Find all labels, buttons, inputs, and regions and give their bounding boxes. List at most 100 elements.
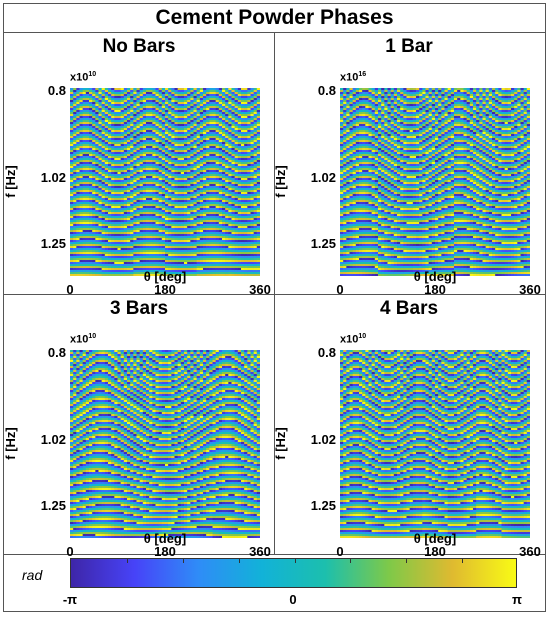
heatmap-cell bbox=[203, 150, 207, 153]
heatmap-cell bbox=[108, 154, 112, 157]
heatmap-cell bbox=[218, 148, 223, 151]
heatmap-cell bbox=[70, 160, 74, 163]
heatmap-cell bbox=[76, 170, 80, 173]
heatmap-cell bbox=[218, 180, 223, 183]
heatmap-cell bbox=[218, 110, 223, 113]
heatmap-cell bbox=[196, 254, 201, 257]
heatmap-cell bbox=[98, 162, 103, 165]
heatmap-cell bbox=[76, 102, 80, 105]
heatmap-cell bbox=[114, 226, 118, 229]
heatmap-cell bbox=[120, 106, 125, 109]
heatmap-cell bbox=[209, 130, 213, 133]
heatmap-cell bbox=[152, 270, 156, 273]
heatmap-cell bbox=[158, 266, 163, 269]
heatmap-cell bbox=[222, 98, 226, 101]
heatmap-cell bbox=[228, 146, 232, 149]
heatmap-cell bbox=[82, 210, 87, 213]
heatmap-cell bbox=[196, 198, 201, 201]
heatmap-cell bbox=[146, 230, 150, 233]
heatmap-cell bbox=[180, 108, 185, 111]
heatmap-cell bbox=[139, 116, 144, 119]
heatmap-cell bbox=[92, 174, 96, 177]
heatmap-cell bbox=[82, 182, 87, 185]
heatmap-cell bbox=[89, 266, 93, 269]
heatmap-cell bbox=[142, 260, 147, 263]
heatmap-cell bbox=[120, 248, 125, 251]
heatmap-cell bbox=[206, 210, 210, 213]
heatmap-cell bbox=[76, 270, 80, 273]
heatmap-cell bbox=[142, 152, 147, 155]
heatmap-cell bbox=[136, 164, 141, 167]
heatmap-cell bbox=[209, 262, 213, 265]
heatmap-cell bbox=[171, 236, 175, 239]
heatmap-cell bbox=[79, 216, 84, 219]
heatmap-cell bbox=[174, 128, 179, 131]
heatmap-cell bbox=[142, 254, 147, 257]
heatmap-cell bbox=[234, 140, 239, 143]
heatmap-cell bbox=[108, 140, 112, 143]
heatmap-cell bbox=[196, 272, 201, 275]
heatmap-cell bbox=[193, 214, 198, 217]
heatmap-cell bbox=[155, 202, 160, 205]
heatmap-cell bbox=[234, 268, 239, 271]
heatmap-cell bbox=[228, 230, 232, 233]
heatmap-cell bbox=[228, 268, 232, 271]
heatmap-cell bbox=[165, 268, 169, 271]
heatmap-cell bbox=[174, 156, 179, 159]
heatmap-cell bbox=[111, 266, 115, 269]
heatmap-cell bbox=[130, 218, 134, 221]
heatmap-cell bbox=[95, 90, 99, 93]
heatmap-cell bbox=[218, 134, 223, 137]
heatmap-cell bbox=[111, 224, 115, 227]
heatmap-cell bbox=[180, 260, 185, 263]
heatmap-cell bbox=[187, 262, 191, 265]
heatmap-cell bbox=[234, 124, 239, 127]
heatmap-cell bbox=[127, 112, 131, 115]
heatmap-cell bbox=[146, 120, 150, 123]
heatmap-cell bbox=[180, 198, 185, 201]
heatmap-cell bbox=[209, 162, 213, 165]
heatmap-cell bbox=[123, 118, 128, 121]
heatmap-cell bbox=[98, 198, 103, 201]
heatmap-cell bbox=[222, 108, 226, 111]
heatmap-cell bbox=[117, 216, 122, 219]
heatmap-cell bbox=[158, 230, 163, 233]
heatmap-cell bbox=[203, 130, 207, 133]
heatmap-cell bbox=[104, 234, 109, 237]
heatmap-cell bbox=[127, 166, 131, 169]
heatmap-cell bbox=[174, 250, 179, 253]
heatmap-cell bbox=[76, 110, 80, 113]
heatmap-cell bbox=[149, 242, 153, 245]
heatmap-cell bbox=[89, 114, 93, 117]
heatmap-cell bbox=[127, 168, 131, 171]
heatmap-cell bbox=[76, 174, 80, 177]
heatmap-cell bbox=[187, 242, 191, 245]
heatmap-cell bbox=[203, 188, 207, 191]
heatmap-cell bbox=[79, 92, 84, 95]
heatmap-cell bbox=[146, 206, 150, 209]
heatmap-cell bbox=[222, 184, 226, 187]
heatmap-cell bbox=[209, 154, 213, 157]
heatmap-cell bbox=[206, 116, 210, 119]
heatmap-cell bbox=[136, 196, 141, 199]
heatmap-cell bbox=[149, 102, 153, 105]
heatmap-cell bbox=[184, 106, 188, 109]
heatmap-cell bbox=[158, 224, 163, 227]
heatmap-cell bbox=[111, 248, 115, 251]
heatmap-cell bbox=[228, 196, 232, 199]
heatmap-cell bbox=[89, 188, 93, 191]
heatmap-cell bbox=[108, 216, 112, 219]
heatmap-cell bbox=[187, 170, 191, 173]
heatmap-cell bbox=[89, 212, 93, 215]
heatmap-cell bbox=[184, 268, 188, 271]
heatmap-cell bbox=[149, 92, 153, 95]
heatmap-cell bbox=[158, 234, 163, 237]
heatmap-cell bbox=[225, 250, 229, 253]
heatmap-cell bbox=[225, 92, 229, 95]
heatmap-cell bbox=[108, 108, 112, 111]
heatmap-cell bbox=[139, 92, 144, 95]
heatmap-cell bbox=[190, 202, 194, 205]
heatmap-cell bbox=[228, 94, 232, 97]
heatmap-cell bbox=[215, 170, 220, 173]
heatmap-cell bbox=[231, 220, 236, 223]
